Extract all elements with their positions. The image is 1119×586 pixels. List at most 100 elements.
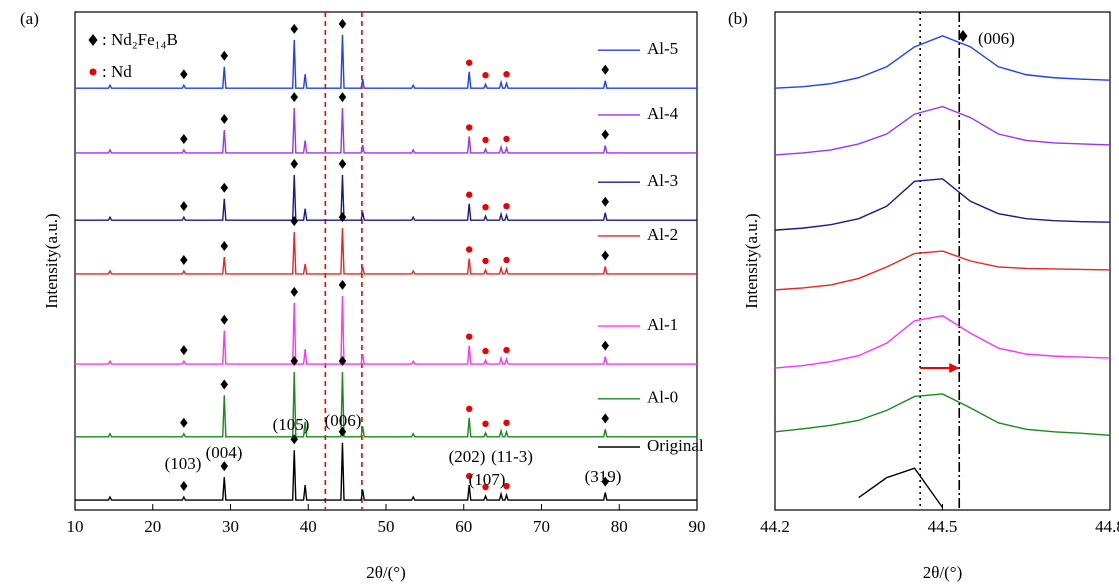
phase-marker: [180, 201, 188, 212]
series-line: [858, 467, 944, 508]
x-tick-label: 30: [222, 517, 239, 536]
peak-label: (107): [469, 470, 506, 489]
phase-marker: [290, 216, 299, 227]
x-tick-label: 20: [144, 517, 161, 536]
phase-marker: [290, 434, 299, 445]
phase-marker: [601, 64, 610, 75]
legend-label: Al-5: [647, 39, 678, 58]
phase-marker: [220, 50, 229, 61]
peak-label: (004): [206, 443, 243, 462]
phase-marker: [503, 135, 510, 143]
phase-marker: [220, 461, 229, 472]
phase-marker: [482, 347, 489, 355]
x-tick-label: 44.8: [1095, 517, 1119, 536]
panel-label: (a): [20, 9, 39, 28]
legend-label: Al-1: [647, 315, 678, 334]
phase-marker: [503, 482, 510, 490]
panel-label: (b): [728, 9, 748, 28]
phase-marker: [465, 124, 473, 131]
peak-label: (319): [585, 467, 622, 486]
x-tick-label: 80: [611, 517, 628, 536]
peak-label: (202): [449, 447, 486, 466]
peak-label: (11-3): [491, 447, 533, 466]
phase-marker: [465, 333, 473, 340]
series-line: [75, 372, 697, 438]
phase-marker: [465, 472, 473, 480]
peak-label: (006): [325, 411, 362, 430]
phase-marker: [220, 241, 229, 252]
phase-marker: [601, 250, 610, 261]
series-line: [75, 174, 697, 221]
phase-marker: [220, 314, 229, 325]
phase-marker: [503, 256, 510, 264]
series-line: [774, 178, 1111, 231]
plot-frame: [774, 11, 1111, 511]
phase-marker: [338, 356, 347, 367]
phase-marker: [503, 202, 510, 210]
phase-marker: [465, 405, 473, 413]
phase-marker: [180, 254, 188, 265]
phase-marker: [290, 356, 299, 367]
legend-label: Al-0: [647, 388, 678, 407]
phase-marker: [482, 257, 489, 265]
phase-marker: [290, 158, 299, 169]
x-tick-label: 44.2: [760, 517, 790, 536]
phase-marker: [601, 340, 610, 351]
phase-marker: [338, 279, 347, 290]
series-line: [774, 315, 1111, 369]
phase-marker: [482, 420, 489, 428]
y-axis-label: Intensity(a.u.): [742, 213, 761, 308]
x-tick-label: 70: [533, 517, 550, 536]
annotation: (006): [978, 29, 1015, 48]
x-tick-label: 40: [300, 517, 317, 536]
legend-label: Al-2: [647, 225, 678, 244]
legend-marker: [88, 34, 98, 46]
series-line: [75, 228, 697, 275]
y-axis-label: Intensity(a.u.): [42, 213, 61, 308]
x-tick-label: 90: [689, 517, 706, 536]
phase-marker: [338, 426, 347, 437]
phase-marker: [482, 483, 489, 491]
phase-marker: [601, 129, 610, 140]
phase-marker: [180, 345, 188, 356]
phase-marker: [220, 182, 229, 193]
x-tick-label: 44.5: [928, 517, 958, 536]
series-line: [774, 393, 1111, 436]
annotation-marker: [958, 30, 968, 42]
legend-label: : Nd₂Fe₁₄B: [102, 30, 178, 49]
phase-marker: [465, 59, 473, 66]
legend-marker: [89, 68, 97, 76]
x-tick-label: 10: [67, 517, 84, 536]
phase-marker: [338, 158, 347, 169]
legend-label: : Nd: [102, 62, 132, 81]
shift-arrow-head: [949, 363, 960, 373]
phase-marker: [601, 196, 610, 207]
phase-marker: [465, 246, 473, 253]
phase-marker: [465, 191, 473, 198]
series-line: [774, 250, 1111, 291]
phase-marker: [220, 379, 229, 390]
x-axis-label: 2θ/(°): [923, 563, 963, 582]
phase-marker: [601, 413, 610, 424]
phase-marker: [338, 212, 347, 223]
phase-marker: [503, 419, 510, 427]
phase-marker: [503, 346, 510, 354]
phase-marker: [503, 71, 510, 78]
series-line: [75, 442, 697, 501]
phase-marker: [180, 481, 188, 492]
legend-label: Original: [647, 436, 704, 455]
phase-marker: [338, 18, 347, 29]
peak-label: (103): [165, 454, 202, 473]
phase-marker: [290, 286, 299, 297]
series-line: [774, 35, 1111, 89]
series-line: [75, 108, 697, 154]
phase-marker: [482, 72, 489, 79]
series-line: [75, 34, 697, 89]
x-axis-label: 2θ/(°): [366, 563, 406, 582]
series-line: [75, 295, 697, 365]
phase-marker: [482, 203, 489, 211]
phase-marker: [180, 133, 188, 144]
phase-marker: [180, 417, 188, 428]
x-tick-label: 50: [378, 517, 395, 536]
